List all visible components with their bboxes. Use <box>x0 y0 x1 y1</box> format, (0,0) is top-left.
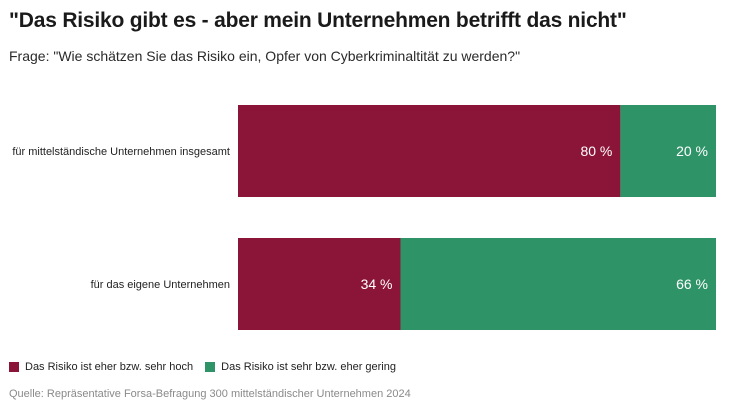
data-label: 80 % <box>580 143 612 159</box>
data-label: 20 % <box>676 143 708 159</box>
legend: Das Risiko ist eher bzw. sehr hoch Das R… <box>9 361 408 373</box>
source-note: Quelle: Repräsentative Forsa-Befragung 3… <box>9 388 411 400</box>
legend-label-high: Das Risiko ist eher bzw. sehr hoch <box>25 361 194 373</box>
chart-title: "Das Risiko gibt es - aber mein Unterneh… <box>9 9 627 32</box>
bar-segment-low <box>620 105 716 197</box>
legend-item-low: Das Risiko ist sehr bzw. eher gering <box>205 361 396 373</box>
legend-item-high: Das Risiko ist eher bzw. sehr hoch <box>9 361 193 373</box>
chart-subtitle: Frage: "Wie schätzen Sie das Risiko ein,… <box>9 48 521 64</box>
bar-segment-low <box>400 238 716 330</box>
data-label: 66 % <box>676 276 708 292</box>
category-label: für mittelständische Unternehmen insgesa… <box>12 146 230 158</box>
legend-swatch-high <box>9 362 19 372</box>
stacked-bar-chart: für mittelständische Unternehmen insgesa… <box>12 105 716 330</box>
data-label: 34 % <box>361 276 393 292</box>
legend-swatch-low <box>205 362 216 372</box>
category-label: für das eigene Unternehmen <box>91 279 230 291</box>
legend-label-low: Das Risiko ist sehr bzw. eher gering <box>221 361 396 373</box>
bar-segment-high <box>238 238 401 330</box>
bar-segment-high <box>238 105 621 197</box>
